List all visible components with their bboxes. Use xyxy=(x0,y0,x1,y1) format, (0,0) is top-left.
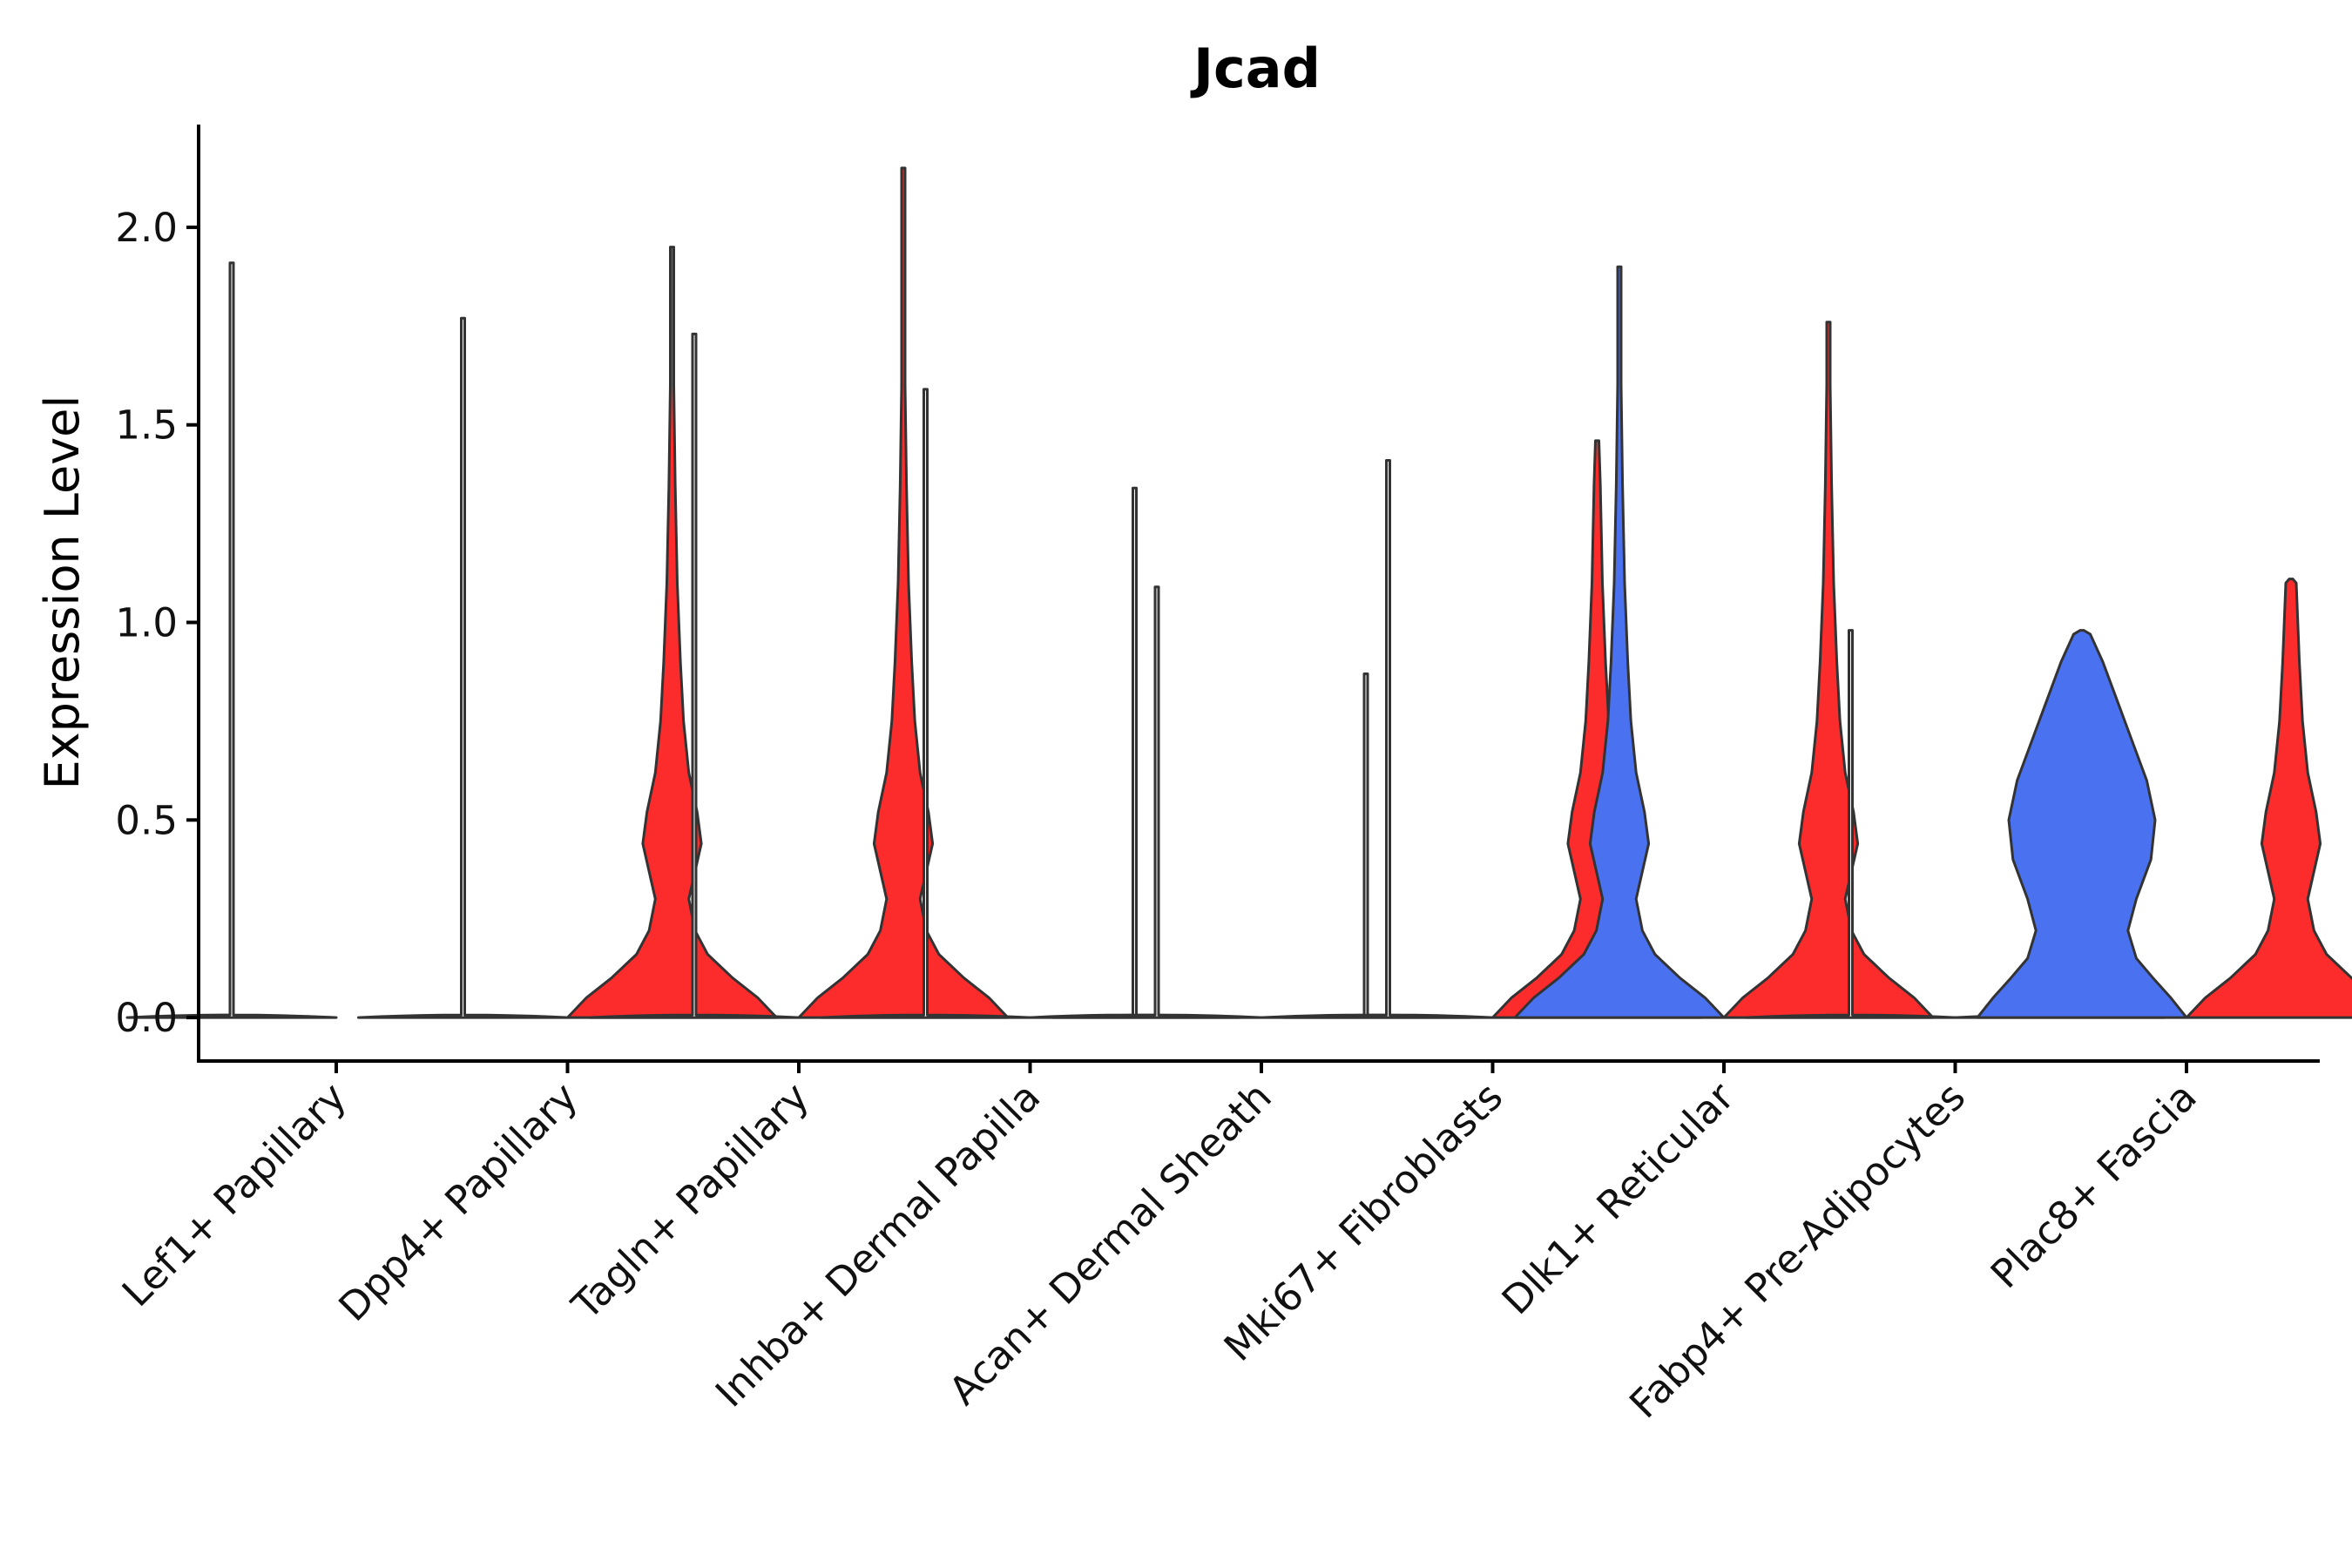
chart-title: Jcad xyxy=(1190,37,1321,100)
x-tick-label: Lef1+ Papillary xyxy=(113,1073,355,1315)
y-tick-label: 1.0 xyxy=(115,600,178,646)
violin-left xyxy=(1513,265,1726,1019)
x-tick-label: Dpp4+ Papillary xyxy=(329,1073,586,1330)
y-tick-label: 0.5 xyxy=(115,797,178,843)
violin-right xyxy=(566,246,778,1019)
violin-left xyxy=(357,316,569,1019)
violin-group xyxy=(125,166,2352,1019)
violin-right xyxy=(797,166,1010,1019)
x-tick-label: Tagln+ Papillary xyxy=(563,1073,818,1328)
y-tick-label: 1.5 xyxy=(115,402,178,449)
x-tick-label: Dlk1+ Reticular xyxy=(1493,1073,1743,1323)
violin-left xyxy=(820,388,1031,1019)
violin-right xyxy=(2185,578,2352,1019)
violin-left xyxy=(125,261,338,1019)
violin-right xyxy=(1029,486,1240,1019)
y-ticks: 0.0 0.5 1.0 1.5 2.0 xyxy=(115,205,199,1041)
violin-right xyxy=(1722,321,1935,1019)
axes-group xyxy=(197,125,2320,1063)
y-axis-label: Expression Level xyxy=(35,395,90,790)
violin-right xyxy=(1260,672,1472,1019)
violin-left xyxy=(1976,629,2188,1019)
violin-left xyxy=(1282,459,1494,1019)
x-tick-label: Plac8+ Fascia xyxy=(1982,1073,2206,1297)
y-tick-label: 0.0 xyxy=(115,995,178,1041)
violin-left xyxy=(1051,585,1263,1019)
violin-left xyxy=(1745,629,1957,1019)
y-tick-label: 2.0 xyxy=(115,205,178,251)
violin-left xyxy=(588,332,801,1019)
